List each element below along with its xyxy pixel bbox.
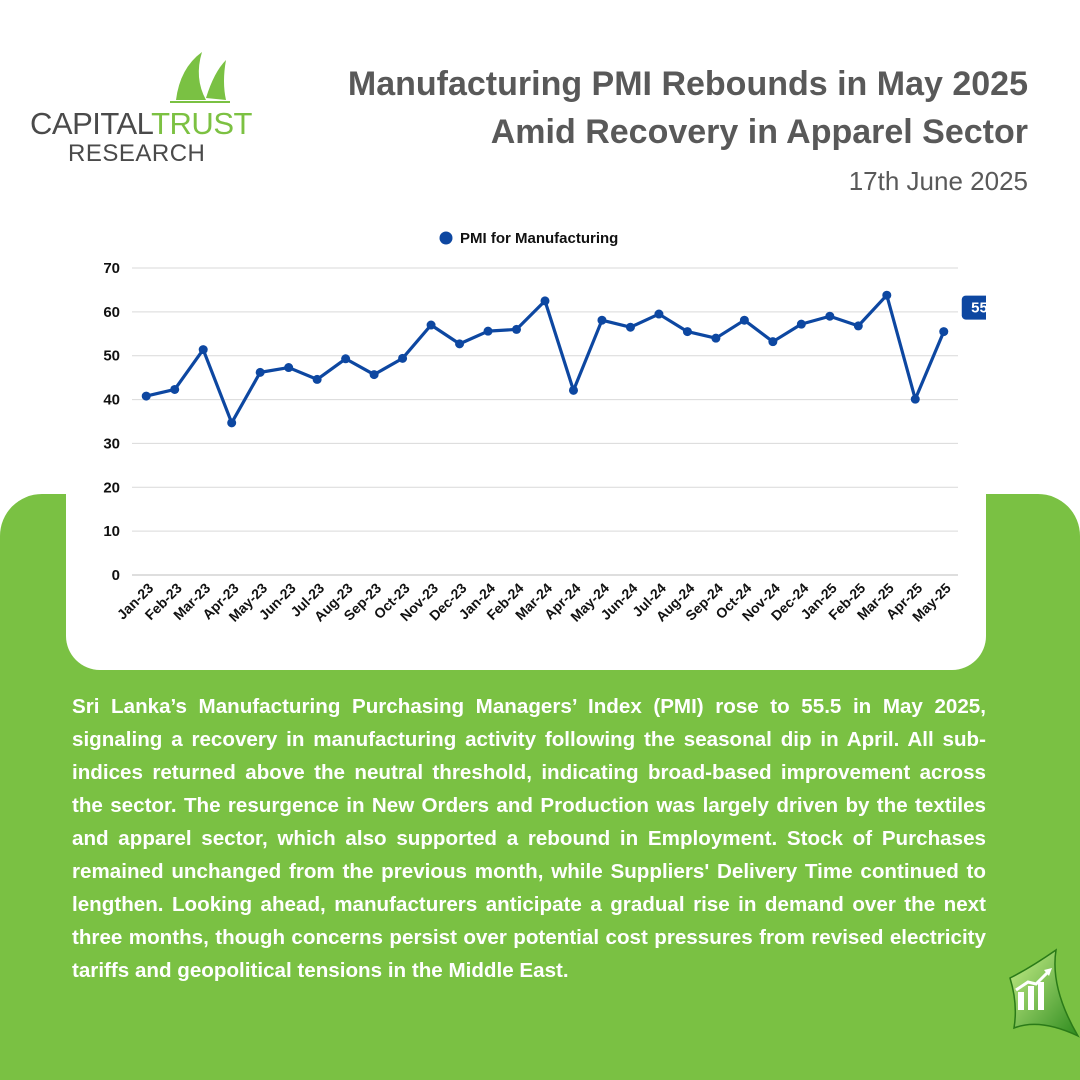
data-point: [141, 391, 151, 401]
brand-name-part1: CAPITAL: [30, 106, 152, 141]
data-point: [341, 354, 351, 364]
data-point: [512, 324, 522, 334]
data-point: [455, 339, 465, 349]
data-point: [597, 315, 607, 325]
data-point: [825, 311, 835, 321]
legend-label: PMI for Manufacturing: [460, 230, 618, 247]
growth-chart-icon: [1009, 948, 1080, 1038]
data-point: [312, 374, 322, 384]
page-title-line2: Amid Recovery in Apparel Sector: [490, 113, 1028, 151]
data-point: [568, 385, 578, 395]
data-point: [198, 345, 208, 355]
pmi-line-chart: 010203040506070Jan-23Feb-23Mar-23Apr-23M…: [103, 230, 986, 625]
data-point: [170, 384, 180, 394]
data-point: [227, 418, 237, 428]
data-point: [654, 309, 664, 319]
brand-name: CAPITALTRUST: [30, 106, 252, 142]
body-paragraph: Sri Lanka’s Manufacturing Purchasing Man…: [72, 695, 986, 982]
data-point: [939, 327, 949, 337]
data-point: [483, 326, 493, 336]
y-tick-label: 60: [103, 304, 120, 321]
brand-logo: CAPITALTRUST RESEARCH: [30, 48, 252, 168]
y-tick-label: 0: [112, 567, 120, 584]
sail-logo-icon: [170, 52, 230, 103]
data-point: [739, 315, 749, 325]
data-point: [768, 337, 778, 347]
data-point: [540, 296, 550, 306]
brand-name-part2: TRUST: [151, 106, 252, 141]
publish-date: 17th June 2025: [848, 166, 1028, 196]
data-point: [625, 322, 635, 332]
y-tick-label: 20: [103, 479, 120, 496]
header: Manufacturing PMI Rebounds in May 2025 A…: [348, 60, 1028, 204]
data-point: [796, 319, 806, 329]
data-point: [711, 333, 721, 343]
brand-subtitle: RESEARCH: [68, 140, 206, 167]
series-line-pmi: [145, 293, 946, 425]
data-point: [426, 320, 436, 330]
data-point: [255, 367, 265, 377]
y-tick-label: 10: [103, 523, 120, 540]
data-point: [853, 321, 863, 331]
y-tick-label: 50: [103, 348, 120, 365]
last-value-badge: [961, 295, 986, 320]
chart-card: 0 10 20 30 40 50 60 70 Jan-23 Feb-23 Mar-23 Apr-23 M…: [66, 208, 986, 670]
data-point: [398, 353, 408, 363]
data-point: [682, 327, 692, 337]
y-tick-label: 30: [103, 435, 120, 452]
data-point: [882, 290, 892, 300]
y-tick-label: 40: [103, 392, 120, 409]
data-point: [284, 363, 294, 373]
y-tick-label: 70: [103, 260, 120, 277]
data-point: [910, 394, 920, 404]
last-value-label: 55.5: [971, 300, 986, 317]
legend-marker: [439, 231, 453, 245]
data-point: [369, 370, 379, 380]
page-title-line1: Manufacturing PMI Rebounds in May 2025: [347, 65, 1028, 103]
